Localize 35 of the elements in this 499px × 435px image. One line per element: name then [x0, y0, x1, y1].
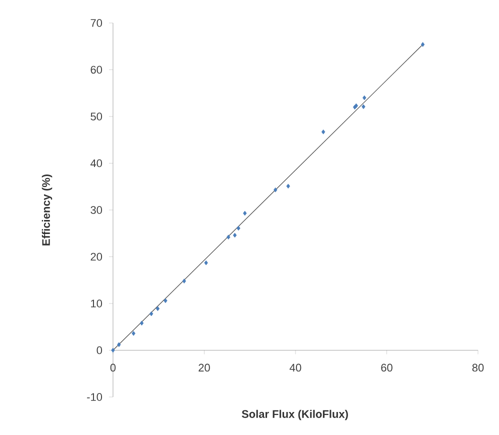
point [111, 348, 115, 353]
point [149, 311, 154, 316]
y-tick-label: 0 [96, 346, 102, 354]
y-tick-label: 60 [90, 66, 102, 74]
y-tick-label: 50 [90, 112, 102, 120]
point [226, 234, 230, 240]
point [274, 187, 278, 192]
point [182, 278, 186, 284]
point [140, 320, 144, 326]
point [362, 95, 366, 100]
y-tick-label: -10 [87, 393, 102, 401]
y-tick-label: 10 [91, 300, 102, 308]
point [156, 306, 160, 312]
point [286, 184, 290, 189]
x-axis-title: Solar Flux (KiloFlux) [242, 410, 348, 420]
point [132, 331, 136, 336]
point [204, 260, 208, 266]
y-tick-label: 30 [90, 206, 102, 214]
point [236, 226, 240, 231]
point [321, 130, 326, 134]
y-tick-label: 20 [90, 252, 102, 261]
x-tick-label: 80 [472, 364, 484, 372]
x-tick-label: 60 [381, 364, 392, 372]
point [117, 342, 121, 348]
y-tick-label: 40 [90, 159, 102, 168]
point [362, 104, 366, 110]
point [232, 232, 237, 238]
x-tick-label: 20 [198, 364, 210, 372]
y-tick-label: 70 [90, 19, 102, 27]
point [420, 42, 425, 47]
x-tick-label: 40 [290, 364, 302, 372]
point [243, 210, 247, 216]
y-axis-title: Efficiency (%) [42, 174, 52, 246]
x-tick-label: 0 [110, 364, 116, 372]
point [164, 298, 168, 304]
